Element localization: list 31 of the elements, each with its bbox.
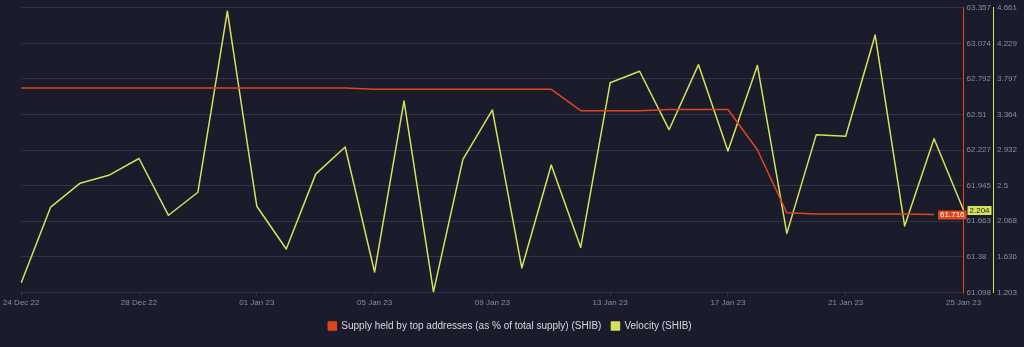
x-tick-label: 24 Dec 22	[3, 298, 41, 308]
y-tick-label: 62.792	[966, 74, 992, 84]
x-tick-label: 25 Jan 23	[945, 298, 982, 308]
y2-tick-label: 1.636	[996, 251, 1018, 261]
y-tick-label: 62.51	[966, 109, 988, 119]
y2-tick-label: 4.661	[996, 3, 1018, 12]
y2-tick-label: 2.068	[996, 216, 1018, 226]
legend-label: Supply held by top addresses (as % of total supply) (SHIB)	[341, 319, 602, 331]
legend-label: Velocity (SHIB)	[624, 319, 692, 331]
data-label: 2.204	[969, 205, 991, 215]
x-tick-label: 21 Jan 23	[828, 298, 864, 308]
y-tick-label: 61.098	[966, 287, 992, 297]
y-tick-label: 63.074	[966, 38, 992, 48]
y2-tick-label: 2.932	[996, 145, 1018, 155]
x-tick-label: 05 Jan 23	[357, 298, 393, 308]
y2-tick-label: 2.5	[996, 180, 1009, 190]
y-tick-label: 62.227	[966, 145, 992, 155]
x-tick-label: 01 Jan 23	[239, 298, 275, 308]
x-tick-label: 28 Dec 22	[120, 298, 158, 308]
y-tick-label: 61.663	[966, 216, 992, 226]
y-tick-label: 63.357	[966, 3, 992, 12]
y-tick-label: 61.38	[966, 252, 988, 262]
x-tick-label: 17 Jan 23	[710, 298, 747, 308]
y2-tick-label: 3.797	[996, 74, 1018, 84]
y2-tick-label: 4.229	[996, 38, 1018, 48]
y-tick-label: 61.945	[966, 180, 992, 190]
x-tick-label: 09 Jan 23	[474, 298, 511, 308]
x-tick-label: 13 Jan 23	[592, 298, 629, 308]
y2-tick-label: 3.364	[996, 109, 1018, 119]
y2-tick-label: 1.203	[996, 287, 1018, 297]
data-label: 61.716	[940, 210, 966, 220]
